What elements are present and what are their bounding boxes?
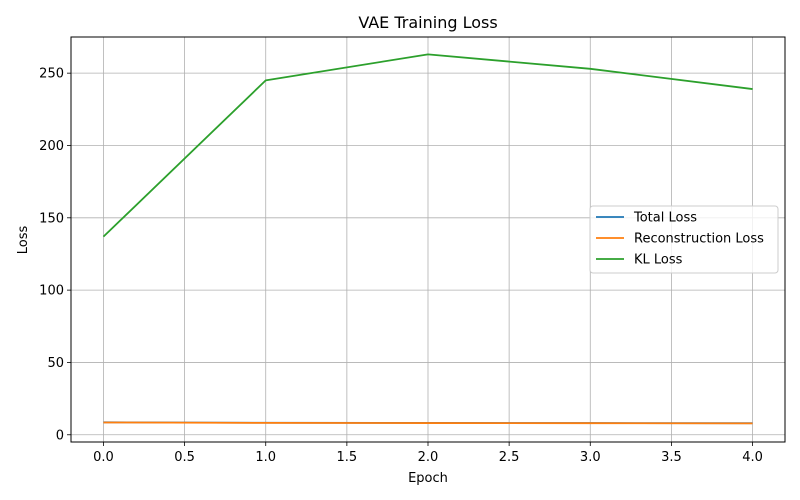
x-tick-label: 2.5 bbox=[499, 450, 520, 465]
x-axis-label: Epoch bbox=[408, 471, 448, 486]
x-tick-label: 0.5 bbox=[174, 450, 195, 465]
series-line-kl-loss bbox=[102, 53, 753, 238]
x-tick-label: 1.5 bbox=[337, 450, 358, 465]
x-tick-label: 2.0 bbox=[418, 450, 439, 465]
series-lines bbox=[102, 53, 753, 425]
legend-label: Reconstruction Loss bbox=[634, 232, 764, 247]
y-tick-label: 50 bbox=[47, 356, 64, 371]
y-tick-label: 0 bbox=[56, 428, 64, 443]
y-tick-label: 100 bbox=[39, 284, 64, 299]
x-tick-label: 1.0 bbox=[255, 450, 276, 465]
x-tick-label: 4.0 bbox=[742, 450, 763, 465]
x-tick-label: 3.5 bbox=[661, 450, 682, 465]
legend-box bbox=[589, 205, 779, 274]
y-tick-label: 250 bbox=[39, 67, 64, 82]
legend-label: KL Loss bbox=[634, 253, 683, 268]
legend: Total Loss Reconstruction Loss KL Loss bbox=[589, 205, 779, 274]
x-tick-label: 0.0 bbox=[93, 450, 114, 465]
y-axis-label: Loss bbox=[16, 226, 31, 255]
y-tick-label: 200 bbox=[39, 139, 64, 154]
legend-label: Total Loss bbox=[633, 211, 697, 226]
y-axis-ticks: 0 50 100 150 200 250 bbox=[39, 67, 71, 443]
series-line-reconstruction-loss bbox=[103, 421, 753, 425]
y-tick-label: 150 bbox=[39, 211, 64, 226]
chart-title: VAE Training Loss bbox=[358, 13, 497, 32]
x-axis-ticks: 0.0 0.5 1.0 1.5 2.0 2.5 3.0 3.5 4.0 bbox=[93, 442, 763, 465]
x-tick-label: 3.0 bbox=[580, 450, 601, 465]
